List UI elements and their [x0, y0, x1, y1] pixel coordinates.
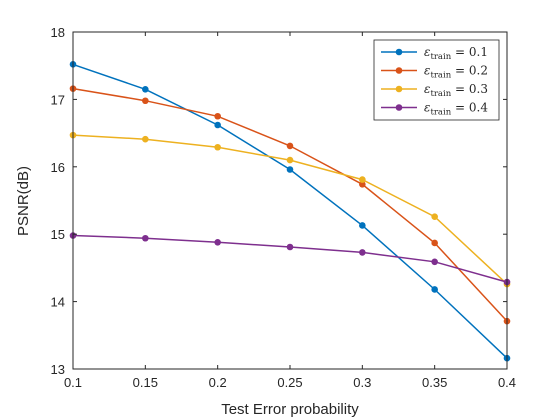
- y-tick-label: 14: [51, 295, 65, 310]
- series-3: [69, 131, 511, 288]
- legend-marker: [395, 85, 403, 93]
- series-layer: [69, 61, 511, 362]
- data-point: [431, 213, 438, 220]
- data-point: [359, 181, 366, 188]
- legend-label: εtrain = 0.2: [424, 64, 488, 81]
- data-point: [431, 286, 438, 293]
- data-point: [214, 112, 221, 120]
- x-tick-label: 0.15: [133, 375, 158, 390]
- x-tick-label: 0.35: [422, 375, 447, 390]
- data-point: [142, 97, 149, 105]
- legend-label: εtrain = 0.3: [424, 82, 488, 99]
- x-tick-label: 0.25: [277, 375, 302, 390]
- legend-box: [373, 39, 500, 121]
- legend-marker: [395, 67, 403, 74]
- y-tick-label: 15: [51, 227, 65, 242]
- data-point: [359, 249, 366, 256]
- data-point: [142, 135, 149, 143]
- legend-item: εtrain = 0.1: [381, 45, 488, 62]
- y-tick-label: 13: [51, 362, 65, 377]
- series-2: [69, 85, 511, 325]
- legend-label: εtrain = 0.1: [424, 45, 488, 62]
- legend-label: εtrain = 0.4: [424, 101, 488, 118]
- y-tick-label: 18: [51, 25, 65, 40]
- legend-item: εtrain = 0.4: [381, 101, 488, 118]
- legend-marker: [395, 48, 403, 56]
- data-point: [359, 222, 366, 229]
- data-point: [286, 156, 294, 164]
- legend-marker: [395, 104, 403, 111]
- data-point: [286, 142, 294, 150]
- data-point: [286, 166, 294, 173]
- data-point: [431, 239, 438, 247]
- data-point: [142, 85, 149, 93]
- y-tick-label: 16: [51, 160, 65, 175]
- data-point: [431, 258, 438, 266]
- data-point: [359, 176, 366, 183]
- x-axis-title: Test Error probability: [221, 401, 359, 418]
- data-point: [214, 143, 221, 151]
- y-tick-label: 17: [51, 92, 65, 107]
- data-point: [214, 121, 221, 129]
- legend-item: εtrain = 0.2: [381, 64, 488, 81]
- data-point: [142, 234, 149, 242]
- legend-item: εtrain = 0.3: [381, 82, 488, 99]
- x-tick-label: 0.4: [498, 375, 516, 390]
- ticks-layer: 0.1 0.15 0.2 0.25 0.3 0.35 0.4 13 14 15 16 17 18: [51, 25, 517, 390]
- data-point: [286, 243, 294, 251]
- series-1: [69, 61, 511, 362]
- x-tick-label: 0.1: [64, 375, 82, 390]
- data-point: [214, 238, 221, 246]
- x-tick-label: 0.2: [209, 375, 227, 390]
- y-axis-title: PSNR(dB): [15, 166, 32, 236]
- x-tick-label: 0.3: [353, 375, 371, 390]
